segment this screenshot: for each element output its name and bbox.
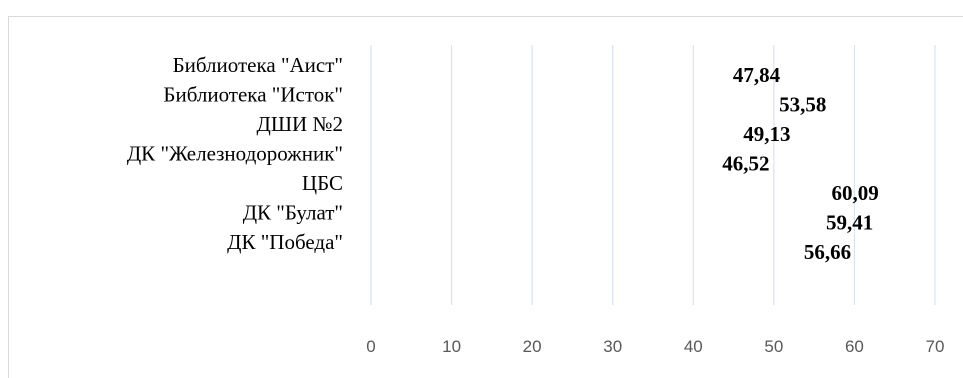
x-tick-label: 60 [845, 337, 864, 356]
data-label: 60,09 [832, 181, 879, 205]
x-tick-label: 20 [523, 337, 542, 356]
category-label: Библиотека "Аист" [173, 53, 343, 77]
data-label: 47,84 [733, 63, 781, 87]
x-tick-label: 10 [442, 337, 461, 356]
category-label: ДШИ №2 [257, 112, 343, 136]
data-label: 56,66 [804, 240, 851, 264]
x-tick-label: 70 [926, 337, 945, 356]
chart-frame [8, 16, 963, 378]
gridlines [370, 45, 936, 305]
category-label: ДК "Булат" [243, 201, 343, 225]
data-label: 53,58 [779, 93, 826, 117]
category-label: Библиотека "Исток" [163, 83, 343, 107]
data-label: 49,13 [743, 122, 790, 146]
x-tick-label: 50 [764, 337, 783, 356]
category-labels: Библиотека "Аист" Библиотека "Исток" ДШИ №… [127, 53, 343, 254]
category-label: ДК "Победа" [227, 230, 343, 254]
category-label: ЦБС [302, 171, 343, 195]
data-label: 46,52 [722, 152, 769, 176]
x-tick-label: 0 [366, 337, 375, 356]
x-tick-label: 40 [684, 337, 703, 356]
x-tick-label: 30 [603, 337, 622, 356]
data-label: 59,41 [826, 211, 873, 235]
x-axis-tick-labels: 0 10 20 30 40 50 60 70 [366, 337, 944, 356]
category-label: ДК "Железнодорожник" [127, 142, 343, 166]
data-labels: 47,84 53,58 49,13 46,52 60,09 59,41 56,66 [722, 63, 879, 264]
